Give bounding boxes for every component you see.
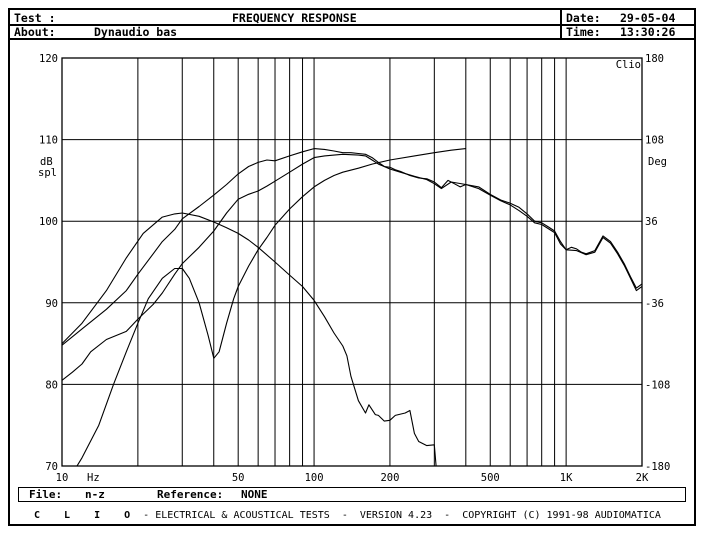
chart-title: FREQUENCY RESPONSE xyxy=(232,11,357,25)
copyright-line: C L I O- ELECTRICAL & ACOUSTICAL TESTS -… xyxy=(34,510,661,521)
time-label: Time: xyxy=(566,25,601,39)
copyright-text: - ELECTRICAL & ACOUSTICAL TESTS - VERSIO… xyxy=(143,510,661,521)
file-value: n-z xyxy=(85,488,105,501)
reference-value: NONE xyxy=(241,488,268,501)
y2-tick-label: -180 xyxy=(645,461,670,473)
horizontal-grid xyxy=(62,139,642,385)
about-label: About: xyxy=(14,25,56,39)
date-label: Date: xyxy=(566,11,601,25)
y-axis-label-spl: spl xyxy=(38,167,57,179)
x-tick-label: 500 xyxy=(481,472,500,484)
y-tick-label: 70 xyxy=(45,461,58,473)
x-tick-label: 2K xyxy=(636,472,649,484)
y2-tick-label: 36 xyxy=(645,216,658,228)
x-tick-label: 50 xyxy=(232,472,245,484)
clio-brand: C L I O xyxy=(34,510,140,521)
y-axis-label-db: dB xyxy=(40,156,53,168)
x-axis-unit-label: Hz xyxy=(87,472,100,484)
x-tick-label: 10 xyxy=(56,472,69,484)
x-axis-tick-labels: 10 50 100 200 500 1K 2K xyxy=(56,472,649,484)
response-curves xyxy=(62,148,642,466)
y2-tick-label: -36 xyxy=(645,298,664,310)
header-column-divider xyxy=(560,10,562,38)
header-divider xyxy=(10,24,694,26)
y2-axis-label: Deg xyxy=(648,156,667,168)
response-curve-1 xyxy=(62,212,437,466)
y2-tick-label: 108 xyxy=(645,135,664,147)
x-tick-label: 100 xyxy=(305,472,324,484)
chart-window-frame: Test : FREQUENCY RESPONSE About: Dynaudi… xyxy=(8,8,696,526)
y-axis-tick-labels: 70 80 90 100 110 120 xyxy=(39,53,58,473)
file-info-bar: File: n-z Reference: NONE xyxy=(18,487,686,502)
plot-area xyxy=(61,57,643,467)
y-tick-label: 120 xyxy=(39,53,58,65)
time-value: 13:30:26 xyxy=(620,25,676,39)
header-bottom-border xyxy=(10,38,694,40)
clio-brand-label: Clio xyxy=(616,59,641,71)
y2-axis-tick-labels: -180 -108 -36 36 108 180 xyxy=(645,53,670,473)
response-curve-4 xyxy=(76,148,466,466)
vertical-grid xyxy=(137,58,567,466)
y-tick-label: 90 xyxy=(45,298,58,310)
y-tick-label: 100 xyxy=(39,216,58,228)
x-tick-label: 1K xyxy=(560,472,573,484)
y-tick-label: 110 xyxy=(39,135,58,147)
y-tick-label: 80 xyxy=(45,379,58,391)
file-label: File: xyxy=(29,488,63,501)
x-tick-label: 200 xyxy=(380,472,399,484)
y2-tick-label: -108 xyxy=(645,379,670,391)
date-value: 29-05-04 xyxy=(620,11,676,25)
about-value: Dynaudio bas xyxy=(94,25,178,39)
y2-tick-label: 180 xyxy=(645,53,664,65)
test-label: Test : xyxy=(14,11,56,25)
reference-label: Reference: xyxy=(157,488,224,501)
